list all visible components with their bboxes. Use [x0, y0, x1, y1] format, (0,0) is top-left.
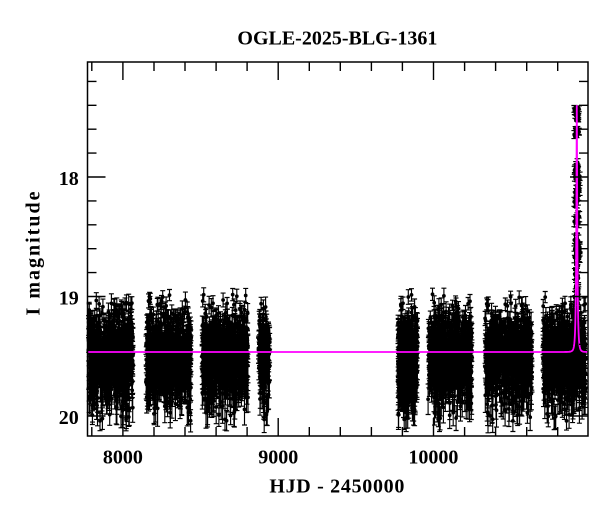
svg-text:9000: 9000	[258, 446, 298, 468]
svg-text:HJD - 2450000: HJD - 2450000	[269, 475, 405, 497]
svg-text:20: 20	[59, 407, 79, 429]
svg-text:8000: 8000	[103, 446, 143, 468]
svg-text:18: 18	[59, 168, 79, 190]
svg-text:10000: 10000	[408, 446, 458, 468]
svg-text:19: 19	[59, 288, 79, 310]
svg-text:I magnitude: I magnitude	[23, 190, 45, 316]
svg-text:OGLE-2025-BLG-1361: OGLE-2025-BLG-1361	[237, 28, 437, 50]
